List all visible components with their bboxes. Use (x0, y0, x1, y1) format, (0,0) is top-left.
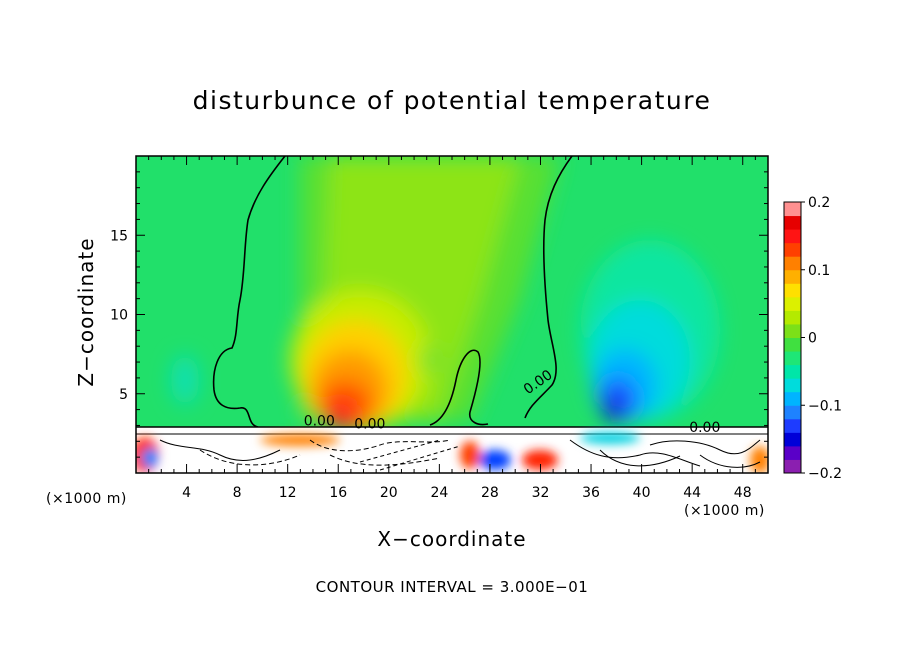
x-tick-label: 16 (329, 485, 347, 501)
colorbar-swatch (784, 256, 801, 271)
colorbar-swatch (784, 364, 801, 379)
y-tick-label: 15 (110, 228, 128, 244)
terrain (136, 426, 768, 473)
x-tick-label: 24 (430, 485, 448, 501)
x-tick-label: 8 (233, 485, 242, 501)
colorbar-swatch (784, 310, 801, 325)
colorbar-swatch (784, 432, 801, 447)
colorbar-swatch (784, 283, 801, 298)
x-tick-label: 4 (182, 485, 191, 501)
colorbar-tick-label: 0.1 (808, 263, 830, 279)
colorbar-swatch (784, 391, 801, 406)
colorbar-swatch (784, 215, 801, 230)
plot-field (136, 156, 768, 473)
x-tick-label: 28 (481, 485, 499, 501)
y-tick-label: 5 (119, 387, 128, 403)
colorbar-swatch (784, 323, 801, 338)
colorbar-tick-label: 0 (808, 331, 817, 347)
colorbar-swatch (784, 229, 801, 244)
x-tick-label: 32 (532, 485, 550, 501)
x-tick-label: 48 (734, 485, 752, 501)
contour-label: 0.00 (354, 417, 385, 433)
colorbar-swatch (784, 269, 801, 284)
colorbar-swatch (784, 405, 801, 420)
x-unit-label-right: (×1000 m) (684, 503, 765, 519)
x-tick-label: 44 (683, 485, 701, 501)
colorbar-swatch (784, 378, 801, 393)
y-axis-label: Z−coordinate (74, 237, 98, 387)
chart-title: disturbunce of potential temperature (192, 86, 712, 115)
contour-interval-note: CONTOUR INTERVAL = 3.000E−01 (315, 578, 589, 596)
colorbar-tick-label: −0.1 (808, 398, 842, 414)
colorbar: 0.2 0.1 0 −0.1 −0.2 (783, 195, 842, 482)
contour-zero-mid (429, 349, 489, 426)
x-axis-label: X−coordinate (377, 527, 527, 551)
contour-label: 0.00 (304, 413, 335, 429)
colorbar-swatch (784, 337, 801, 352)
x-unit-label-left: (×1000 m) (46, 491, 127, 507)
x-tick-label: 40 (633, 485, 651, 501)
contour-zero-right (524, 156, 573, 419)
colorbar-swatch (784, 351, 801, 366)
colorbar-swatch (784, 418, 801, 433)
colorbar-swatch (784, 202, 801, 217)
colorbar-tick-label: −0.2 (808, 466, 842, 482)
x-tick-label: 12 (279, 485, 297, 501)
colorbar-swatch (784, 445, 801, 460)
contour-label: 0.00 (689, 420, 720, 436)
field-anomalies (171, 156, 720, 430)
colorbar-swatch (784, 459, 801, 474)
x-axis: 4 8 12 16 20 24 28 32 36 40 44 48 (135, 156, 769, 501)
y-tick-label: 10 (110, 308, 128, 324)
contour-zero-left (212, 156, 286, 428)
colorbar-swatch (784, 296, 801, 311)
colorbar-tick-label: 0.2 (808, 195, 830, 211)
x-tick-label: 36 (582, 485, 600, 501)
zero-contours (212, 156, 573, 428)
colorbar-swatch (784, 242, 801, 257)
x-tick-label: 20 (380, 485, 398, 501)
y-axis: 5 10 15 (110, 155, 768, 474)
